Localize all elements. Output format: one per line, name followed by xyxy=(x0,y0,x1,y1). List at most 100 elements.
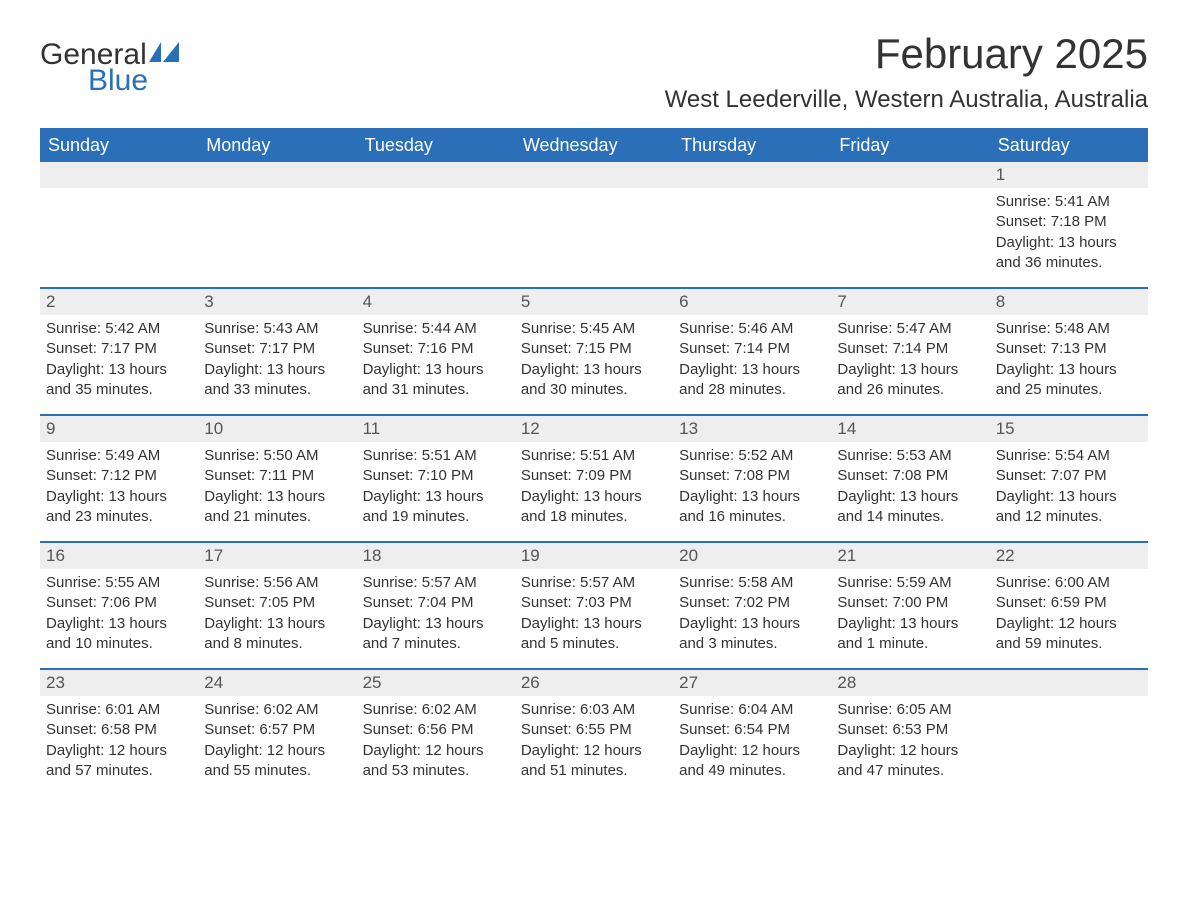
sunrise-text: Sunrise: 5:44 AM xyxy=(363,319,509,339)
week-row: 16Sunrise: 5:55 AMSunset: 7:06 PMDayligh… xyxy=(40,541,1148,668)
daylight-text: Daylight: 13 hours and 23 minutes. xyxy=(46,487,192,528)
day-header-wednesday: Wednesday xyxy=(515,128,673,162)
daylight-text: Daylight: 13 hours and 10 minutes. xyxy=(46,614,192,655)
daylight-text: Daylight: 13 hours and 26 minutes. xyxy=(837,360,983,401)
day-cell: 5Sunrise: 5:45 AMSunset: 7:15 PMDaylight… xyxy=(515,289,673,414)
day-cell: 25Sunrise: 6:02 AMSunset: 6:56 PMDayligh… xyxy=(357,670,515,795)
sunset-text: Sunset: 7:14 PM xyxy=(679,339,825,359)
day-cell xyxy=(831,162,989,287)
daylight-text: Daylight: 13 hours and 33 minutes. xyxy=(204,360,350,401)
sunset-text: Sunset: 7:17 PM xyxy=(46,339,192,359)
sunrise-text: Sunrise: 5:45 AM xyxy=(521,319,667,339)
day-number xyxy=(831,162,989,188)
day-number: 2 xyxy=(40,289,198,315)
day-number: 27 xyxy=(673,670,831,696)
sunset-text: Sunset: 7:18 PM xyxy=(996,212,1142,232)
sunset-text: Sunset: 7:12 PM xyxy=(46,466,192,486)
brand-sail-icon xyxy=(149,42,181,68)
day-cell: 11Sunrise: 5:51 AMSunset: 7:10 PMDayligh… xyxy=(357,416,515,541)
day-cell: 14Sunrise: 5:53 AMSunset: 7:08 PMDayligh… xyxy=(831,416,989,541)
day-cell xyxy=(990,670,1148,795)
sunrise-text: Sunrise: 6:01 AM xyxy=(46,700,192,720)
sunrise-text: Sunrise: 5:54 AM xyxy=(996,446,1142,466)
day-number: 5 xyxy=(515,289,673,315)
day-number: 20 xyxy=(673,543,831,569)
sunset-text: Sunset: 7:14 PM xyxy=(837,339,983,359)
daylight-text: Daylight: 13 hours and 21 minutes. xyxy=(204,487,350,528)
day-number: 15 xyxy=(990,416,1148,442)
day-cell: 22Sunrise: 6:00 AMSunset: 6:59 PMDayligh… xyxy=(990,543,1148,668)
sunrise-text: Sunrise: 5:59 AM xyxy=(837,573,983,593)
day-number: 28 xyxy=(831,670,989,696)
day-cell: 19Sunrise: 5:57 AMSunset: 7:03 PMDayligh… xyxy=(515,543,673,668)
sunset-text: Sunset: 7:00 PM xyxy=(837,593,983,613)
day-number: 12 xyxy=(515,416,673,442)
day-cell: 8Sunrise: 5:48 AMSunset: 7:13 PMDaylight… xyxy=(990,289,1148,414)
sunset-text: Sunset: 6:58 PM xyxy=(46,720,192,740)
sunset-text: Sunset: 7:06 PM xyxy=(46,593,192,613)
day-cell xyxy=(40,162,198,287)
sunrise-text: Sunrise: 5:50 AM xyxy=(204,446,350,466)
sunrise-text: Sunrise: 6:02 AM xyxy=(204,700,350,720)
sunrise-text: Sunrise: 6:04 AM xyxy=(679,700,825,720)
day-number: 9 xyxy=(40,416,198,442)
daylight-text: Daylight: 13 hours and 36 minutes. xyxy=(996,233,1142,274)
day-cell: 17Sunrise: 5:56 AMSunset: 7:05 PMDayligh… xyxy=(198,543,356,668)
sunrise-text: Sunrise: 5:47 AM xyxy=(837,319,983,339)
day-number: 3 xyxy=(198,289,356,315)
day-cell: 28Sunrise: 6:05 AMSunset: 6:53 PMDayligh… xyxy=(831,670,989,795)
day-header-row: Sunday Monday Tuesday Wednesday Thursday… xyxy=(40,128,1148,162)
day-number xyxy=(40,162,198,188)
sunrise-text: Sunrise: 6:02 AM xyxy=(363,700,509,720)
sunrise-text: Sunrise: 5:46 AM xyxy=(679,319,825,339)
day-number: 16 xyxy=(40,543,198,569)
daylight-text: Daylight: 12 hours and 55 minutes. xyxy=(204,741,350,782)
sunset-text: Sunset: 6:59 PM xyxy=(996,593,1142,613)
sunrise-text: Sunrise: 5:41 AM xyxy=(996,192,1142,212)
day-number xyxy=(357,162,515,188)
day-cell xyxy=(515,162,673,287)
sunrise-text: Sunrise: 5:51 AM xyxy=(363,446,509,466)
week-row: 23Sunrise: 6:01 AMSunset: 6:58 PMDayligh… xyxy=(40,668,1148,795)
daylight-text: Daylight: 12 hours and 49 minutes. xyxy=(679,741,825,782)
sunset-text: Sunset: 7:15 PM xyxy=(521,339,667,359)
day-header-saturday: Saturday xyxy=(990,128,1148,162)
day-cell xyxy=(198,162,356,287)
sunset-text: Sunset: 7:02 PM xyxy=(679,593,825,613)
sunrise-text: Sunrise: 5:57 AM xyxy=(363,573,509,593)
sunrise-text: Sunrise: 6:03 AM xyxy=(521,700,667,720)
sunset-text: Sunset: 7:03 PM xyxy=(521,593,667,613)
daylight-text: Daylight: 13 hours and 7 minutes. xyxy=(363,614,509,655)
sunset-text: Sunset: 7:17 PM xyxy=(204,339,350,359)
daylight-text: Daylight: 13 hours and 12 minutes. xyxy=(996,487,1142,528)
day-cell: 20 Sunrise: 5:58 AMSunset: 7:02 PMDayligh… xyxy=(673,543,831,668)
sunrise-text: Sunrise: 5:48 AM xyxy=(996,319,1142,339)
daylight-text: Daylight: 13 hours and 25 minutes. xyxy=(996,360,1142,401)
brand-word2: Blue xyxy=(88,66,181,96)
day-cell: 21Sunrise: 5:59 AMSunset: 7:00 PMDayligh… xyxy=(831,543,989,668)
day-number: 13 xyxy=(673,416,831,442)
day-number xyxy=(198,162,356,188)
daylight-text: Daylight: 13 hours and 16 minutes. xyxy=(679,487,825,528)
day-cell: 27Sunrise: 6:04 AMSunset: 6:54 PMDayligh… xyxy=(673,670,831,795)
day-cell: 16Sunrise: 5:55 AMSunset: 7:06 PMDayligh… xyxy=(40,543,198,668)
day-header-friday: Friday xyxy=(831,128,989,162)
sunrise-text: Sunrise: 5:52 AM xyxy=(679,446,825,466)
day-number: 8 xyxy=(990,289,1148,315)
sunset-text: Sunset: 7:08 PM xyxy=(837,466,983,486)
day-number: 6 xyxy=(673,289,831,315)
day-cell: 4Sunrise: 5:44 AMSunset: 7:16 PMDaylight… xyxy=(357,289,515,414)
sunset-text: Sunset: 7:07 PM xyxy=(996,466,1142,486)
day-header-monday: Monday xyxy=(198,128,356,162)
daylight-text: Daylight: 13 hours and 3 minutes. xyxy=(679,614,825,655)
day-number: 21 xyxy=(831,543,989,569)
day-number: 24 xyxy=(198,670,356,696)
day-number: 14 xyxy=(831,416,989,442)
daylight-text: Daylight: 13 hours and 5 minutes. xyxy=(521,614,667,655)
sunrise-text: Sunrise: 5:58 AM xyxy=(679,573,825,593)
day-cell: 23Sunrise: 6:01 AMSunset: 6:58 PMDayligh… xyxy=(40,670,198,795)
daylight-text: Daylight: 12 hours and 53 minutes. xyxy=(363,741,509,782)
day-number: 7 xyxy=(831,289,989,315)
sunrise-text: Sunrise: 5:51 AM xyxy=(521,446,667,466)
day-cell: 1Sunrise: 5:41 AMSunset: 7:18 PMDaylight… xyxy=(990,162,1148,287)
